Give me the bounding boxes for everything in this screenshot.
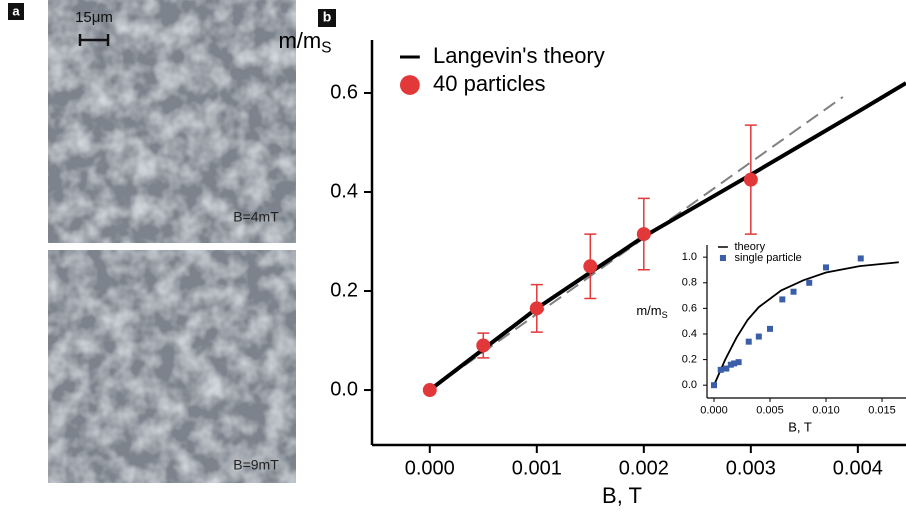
y-tick-label: 0.8	[682, 277, 697, 289]
data-point	[529, 301, 544, 316]
data-point	[731, 360, 738, 367]
y-axis-label-main: m/m	[278, 28, 321, 53]
data-point	[779, 296, 786, 303]
y-tick-label: 0.0	[330, 378, 358, 400]
micrograph-top	[48, 0, 296, 243]
x-tick-label: 0.002	[619, 457, 669, 479]
image-label: B=9mT	[233, 457, 279, 473]
data-point	[857, 255, 864, 262]
panel-label-box	[318, 9, 336, 27]
panel-label-box	[8, 3, 24, 20]
y-tick-label: 0.2	[330, 279, 358, 301]
y-tick-label: 0.6	[330, 81, 358, 103]
y-axis-label: m/mS	[636, 303, 667, 320]
legend-label: Langevin's theory	[433, 43, 605, 68]
data-point	[745, 338, 752, 345]
legend-label: single particle	[735, 252, 802, 264]
y-axis-label-subscript: S	[662, 310, 668, 320]
scale-bar	[78, 34, 110, 46]
data-point	[823, 264, 830, 271]
micrograph-bottom	[48, 250, 296, 483]
x-tick-label: 0.015	[868, 405, 896, 417]
y-tick-label: 1.0	[682, 251, 697, 263]
data-point	[727, 361, 734, 368]
x-axis-label: B, T	[788, 419, 812, 434]
image-label: B=4mT	[233, 209, 279, 225]
legend-label: theory	[735, 241, 766, 253]
x-tick-label: 0.000	[405, 457, 455, 479]
legend-marker	[719, 254, 726, 262]
inset-background	[675, 239, 906, 436]
data-point	[583, 259, 598, 274]
panel-label: a	[12, 3, 20, 18]
y-tick-label: 0.6	[682, 302, 697, 314]
y-tick-label: 0.2	[682, 353, 697, 365]
y-axis-label: m/mS	[278, 28, 331, 57]
data-point	[422, 383, 437, 398]
data-point	[743, 172, 758, 187]
data-point	[735, 359, 742, 366]
data-point	[755, 333, 762, 340]
x-tick-label: 0.003	[726, 457, 776, 479]
x-tick-label: 0.001	[512, 457, 562, 479]
y-tick-label: 0.4	[330, 180, 358, 202]
data-point	[723, 365, 730, 372]
legend-label: 40 particles	[433, 71, 546, 96]
y-axis-label-main: m/m	[636, 303, 661, 318]
y-tick-label: 0.4	[682, 328, 697, 340]
data-point	[636, 227, 651, 242]
series-line	[428, 81, 906, 392]
y-axis-label-subscript: S	[321, 40, 331, 57]
x-tick-label: 0.004	[833, 457, 883, 479]
x-tick-label: 0.010	[812, 405, 840, 417]
x-axis-label: B, T	[602, 483, 642, 508]
scale-label: 15μm	[75, 9, 113, 26]
x-tick-label: 0.000	[700, 405, 728, 417]
data-point	[476, 338, 491, 353]
data-point	[790, 288, 797, 295]
data-point	[717, 366, 724, 373]
series-line	[713, 261, 899, 386]
data-point	[711, 382, 718, 389]
panel-label: b	[323, 9, 332, 25]
data-point	[767, 325, 774, 332]
y-tick-label: 0.0	[682, 379, 697, 391]
data-point	[806, 279, 813, 286]
x-tick-label: 0.005	[756, 405, 784, 417]
legend-marker	[400, 75, 420, 95]
